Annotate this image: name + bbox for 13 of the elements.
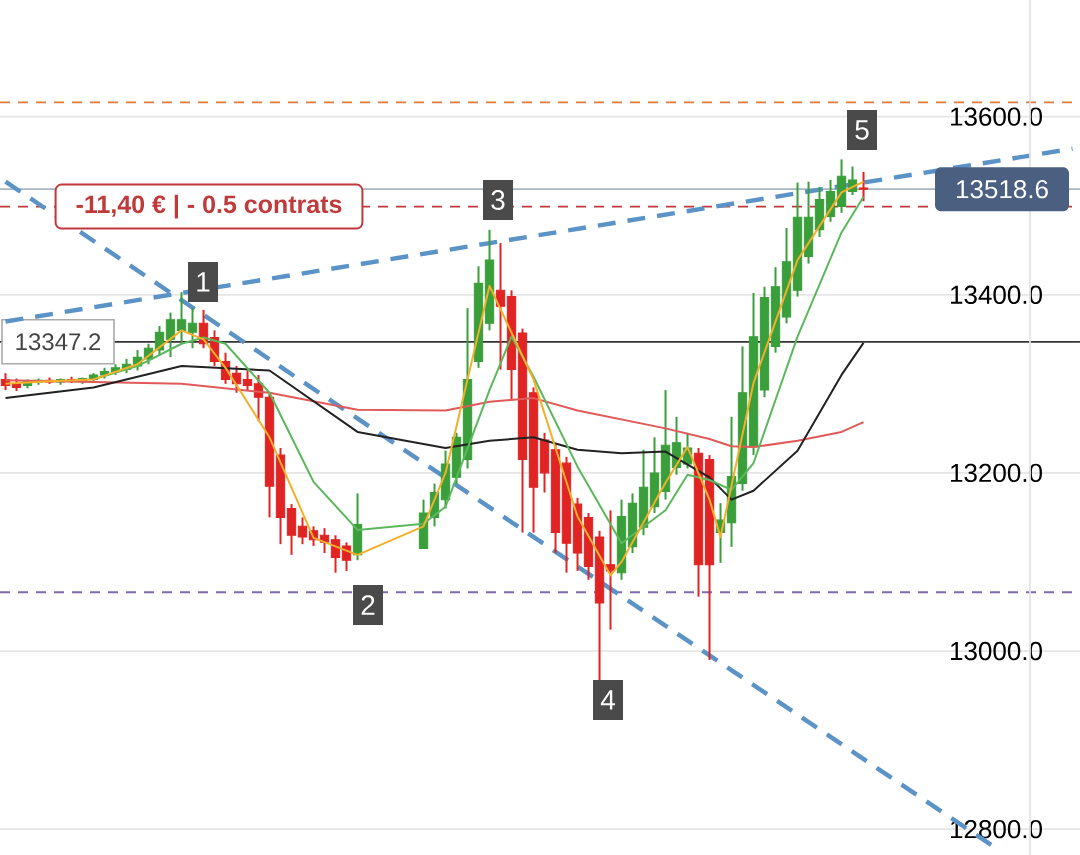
ref-line-label: -11,40 € | - 0.5 contrats: [76, 194, 342, 219]
y-tick-label: 13400.0: [951, 285, 1042, 304]
y-tick-label: 13000.0: [951, 641, 1042, 661]
annotation: 5: [855, 120, 869, 140]
y-tick-label: 12800.0: [951, 819, 1042, 839]
annotation: 2: [361, 595, 375, 615]
annotation: 3: [491, 190, 505, 210]
annotation: 1: [197, 272, 210, 292]
y-tick-label: 13200.0: [951, 463, 1042, 483]
annotation: 4: [600, 690, 615, 710]
ref-line-label: 13347.2: [16, 333, 101, 351]
ref-line-label: 13518.6: [957, 179, 1048, 199]
y-tick-label: 13600.0: [951, 107, 1042, 126]
